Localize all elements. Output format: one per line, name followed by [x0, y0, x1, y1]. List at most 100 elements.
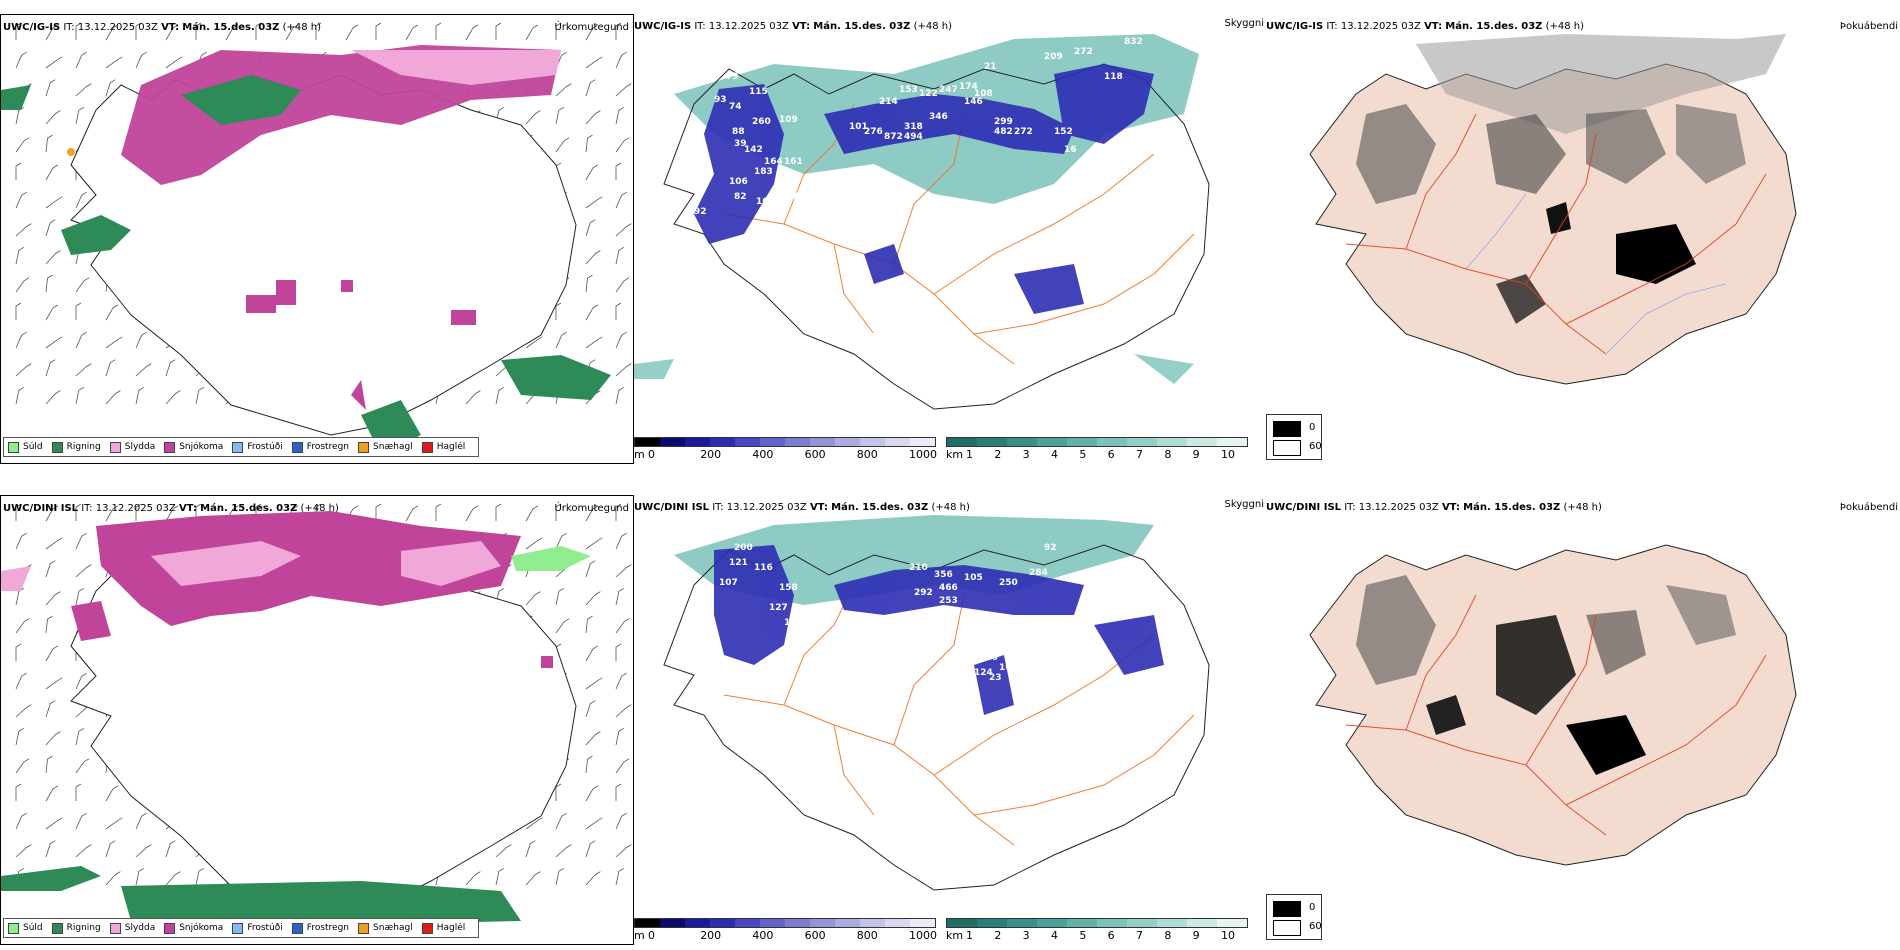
wind-barb — [525, 840, 536, 858]
snow-depth-label: 153 — [899, 85, 918, 95]
wind-barb — [75, 22, 82, 40]
wind-barb — [45, 731, 61, 746]
wind-barb — [585, 817, 603, 830]
wind-barb — [135, 22, 142, 40]
colorbar-step — [1037, 919, 1067, 927]
wind-barb — [45, 110, 61, 125]
wind-barb — [135, 51, 147, 69]
colorbar-step — [760, 438, 785, 446]
wind-barb — [45, 755, 53, 774]
wind-barb — [75, 532, 87, 550]
lead-time: (+48 h) — [300, 503, 339, 514]
snow-depth-scale — [634, 437, 936, 447]
precip-legend-item: Snjókoma — [164, 441, 223, 453]
wind-barb — [615, 727, 625, 746]
wind-barb — [555, 331, 567, 349]
fog-panel-igis: UWC/IG-IS IT: 13.12.2025 03Z VT: Mán. 15… — [1266, 14, 1900, 462]
wind-barb — [585, 560, 596, 578]
fog-swatch-high — [1273, 440, 1301, 456]
snow-depth-label: 21 — [939, 718, 952, 728]
precip-legend-item: Frostúði — [232, 441, 283, 453]
wind-barb — [525, 336, 543, 349]
wind-barb — [555, 137, 570, 153]
colorbar-tick: 400 — [752, 448, 774, 461]
snow-depth-label: 101 — [849, 122, 868, 132]
colorbar-step — [1097, 919, 1127, 927]
wind-barb — [15, 532, 27, 550]
visibility-colorbar: km 1 2 3 4 5 6 7 8 9 10 — [946, 437, 1248, 467]
wind-barb — [45, 196, 63, 209]
wind-barb — [585, 731, 601, 746]
wind-barb — [15, 22, 22, 40]
colorbar-step — [760, 919, 785, 927]
snow-depth-label: 126 — [979, 653, 998, 663]
colorbar-step — [810, 438, 835, 446]
colorbar-step — [1007, 438, 1037, 446]
precip-legend-swatch — [109, 441, 121, 453]
colorbar-step — [660, 919, 685, 927]
valid-label: VT: — [178, 503, 197, 514]
wind-barb — [165, 840, 176, 858]
lead-time: (+48 h) — [1545, 21, 1585, 32]
snow-depth-label: 162 — [999, 663, 1018, 673]
wind-barb — [615, 564, 632, 578]
wind-barb — [225, 24, 239, 41]
panel-header-precip-igis: UWC/IG-IS IT: 13.12.2025 03Z VT: Mán. 15… — [3, 22, 321, 33]
snow-depth-label: 39 — [734, 139, 747, 149]
wind-barb — [45, 164, 59, 181]
model-name: UWC/DINI ISL — [634, 502, 710, 513]
snow-depth-label: 260 — [752, 117, 771, 127]
wind-barb — [135, 812, 147, 830]
precip-legend-swatch — [51, 922, 63, 934]
wind-barb — [105, 840, 116, 858]
wind-barb — [615, 867, 625, 886]
wind-barb — [105, 871, 121, 886]
wind-barb — [465, 505, 479, 522]
wind-barb — [45, 24, 59, 41]
wind-barb — [45, 645, 59, 662]
init-time: 13.12.2025 03Z — [95, 503, 176, 514]
wind-barb — [45, 219, 56, 237]
wind-barb — [585, 164, 599, 181]
snow-depth-label: 105 — [964, 573, 983, 583]
wind-barb — [375, 503, 382, 521]
wind-barb — [345, 24, 359, 41]
wind-barb — [285, 24, 299, 41]
wind-barb — [615, 223, 632, 237]
snow-depth-label: 494 — [904, 132, 923, 142]
wind-barb — [105, 785, 119, 802]
wind-barb — [165, 56, 183, 69]
wind-barb — [135, 867, 145, 886]
precip-legend-item: Slydda — [109, 441, 156, 453]
snow-depth-label: 21 — [984, 62, 997, 72]
visibility-colorbar: km 1 2 3 4 5 6 7 8 9 10 — [946, 918, 1248, 948]
wind-barb — [45, 134, 53, 153]
colorbar-tick: 0 — [648, 929, 655, 942]
colorbar-tick: 3 — [1022, 929, 1030, 942]
wind-barb — [585, 615, 593, 634]
model-name: UWC/IG-IS — [1266, 21, 1324, 32]
wind-barb — [585, 250, 601, 265]
precip-legend-label: Frostregn — [306, 923, 350, 933]
colorbar-tick: 800 — [856, 929, 878, 942]
lead-time: (+48 h) — [913, 21, 953, 32]
wind-barb — [525, 817, 543, 830]
wind-barb — [615, 191, 627, 209]
wind-barb — [45, 505, 59, 522]
snow-depth-label: 292 — [914, 588, 933, 598]
snow-depth-label: 284 — [1029, 568, 1048, 578]
wind-barb — [585, 56, 603, 69]
init-label: IT: — [1344, 502, 1356, 513]
colorbar-tick: 7 — [1136, 448, 1143, 461]
model-name: UWC/DINI ISL — [1266, 502, 1342, 513]
precip-legend-item: Súld — [8, 922, 43, 934]
wind-barb — [15, 302, 22, 320]
colorbar-tick: 7 — [1136, 929, 1143, 942]
snow-depth-unit: m — [634, 929, 645, 942]
precip-legend-label: Slydda — [124, 442, 156, 452]
wind-barb — [15, 783, 22, 801]
wind-barb — [585, 700, 596, 718]
precip-legend-item: Súld — [8, 441, 43, 453]
wind-barb — [45, 250, 61, 265]
